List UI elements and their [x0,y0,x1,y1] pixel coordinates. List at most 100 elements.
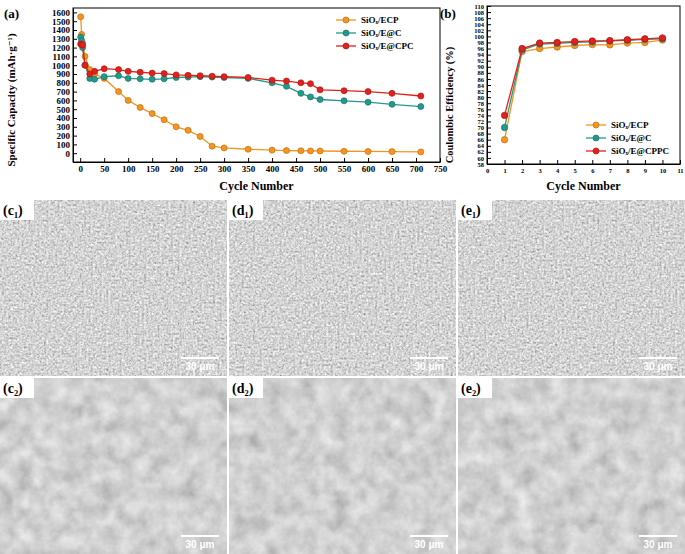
data-point [221,74,227,80]
tick-mark [104,158,105,162]
tick: 1400 [52,25,77,35]
tick-mark [73,127,77,128]
tick-mark [224,158,225,162]
data-point [101,74,107,80]
legend-label: SiOₓ/ECP [611,120,649,130]
series-line [505,39,663,128]
tick-mark [73,144,77,145]
tick-label: 78 [478,100,485,107]
data-point [642,36,648,42]
panel-label: (b) [440,6,456,21]
tick-mark [73,65,77,66]
tick-label: 60 [478,155,485,162]
tick-label: 300 [218,164,232,174]
tick-label: 11 [677,167,683,174]
data-point [607,38,613,44]
data-point [78,14,84,20]
scale-bar [410,535,448,537]
data-point [298,90,304,96]
tick-label: 500 [57,105,71,115]
tick: 3 [539,160,543,174]
tick-mark [487,79,491,80]
tick-label: 7 [609,167,613,174]
tick-label: 70 [478,124,485,131]
tick-label: 800 [57,78,71,88]
scale-bar-label: 30 μm [644,539,673,550]
legend-label: SiOₓ/E@CPPC [611,146,669,156]
data-point [269,77,275,83]
data-point [519,45,525,51]
tick-mark [592,160,593,164]
tick-mark [80,158,81,162]
tick: 0 [78,158,83,174]
data-point [298,80,304,86]
tick: 68 [478,130,492,137]
tick-mark [73,100,77,101]
tick-mark [73,109,77,110]
scale-bar-label: 30 μm [415,539,444,550]
chart: 0123456789101158606264666870727476788082… [440,3,684,193]
tick: 500 [57,105,78,115]
tick: 66 [478,136,492,143]
tick: 102 [474,27,491,34]
tick-mark [487,18,491,19]
tick: 7 [609,160,613,174]
tick-mark [487,85,491,86]
tick: 600 [362,158,376,174]
tick-mark [73,48,77,49]
tick-mark [557,160,558,164]
label-box [458,200,492,220]
axis-line [74,162,441,163]
tick: 400 [57,113,78,123]
tick: 1000 [52,61,77,71]
tick: 500 [314,158,328,174]
tick-label: 400 [266,164,280,174]
tick: 900 [57,69,78,79]
tick: 200 [170,158,184,174]
axis-line [73,9,74,163]
tick: 70 [478,124,492,131]
tick-label: 106 [474,15,485,22]
tick-label: 400 [57,113,71,123]
series-line [81,44,421,96]
data-point [389,90,395,96]
tick: 50 [100,158,110,174]
tick-mark [73,92,77,93]
data-point [79,42,85,48]
x-axis-title: Cycle Number [546,179,621,193]
data-point [82,62,88,68]
legend: SiOₓ/ECPSiOₓ/E@CSiOₓ/E@CPPC [586,120,669,156]
tick-mark [487,24,491,25]
data-point [589,39,595,45]
data-point [116,89,122,95]
plot-frame [73,8,440,162]
tick: 100 [57,140,78,150]
tick: 550 [338,158,352,174]
data-point [185,127,191,133]
tick-mark [487,55,491,56]
tick-label: 3 [539,167,543,174]
data-point [82,62,88,68]
data-point [161,117,167,123]
tick-mark [487,97,491,98]
tick-mark [505,160,506,164]
tick-mark [487,61,491,62]
data-point [501,112,507,118]
data-point [298,148,304,154]
tick-label: 72 [478,118,485,125]
tick-mark [73,74,77,75]
legend-marker [343,17,349,23]
tick-label: 1200 [52,43,71,53]
data-point [365,89,371,95]
tick-label: 98 [478,39,485,46]
panel-label: (d₁) [232,203,254,219]
tick-label: 68 [478,130,485,137]
tick-label: 100 [122,164,136,174]
data-point [245,75,251,81]
tick: 1200 [52,43,77,53]
label-box [458,378,492,398]
data-point [536,41,542,47]
tick-label: 10 [660,167,667,174]
tick-mark [392,158,393,162]
tick-label: 550 [338,164,352,174]
